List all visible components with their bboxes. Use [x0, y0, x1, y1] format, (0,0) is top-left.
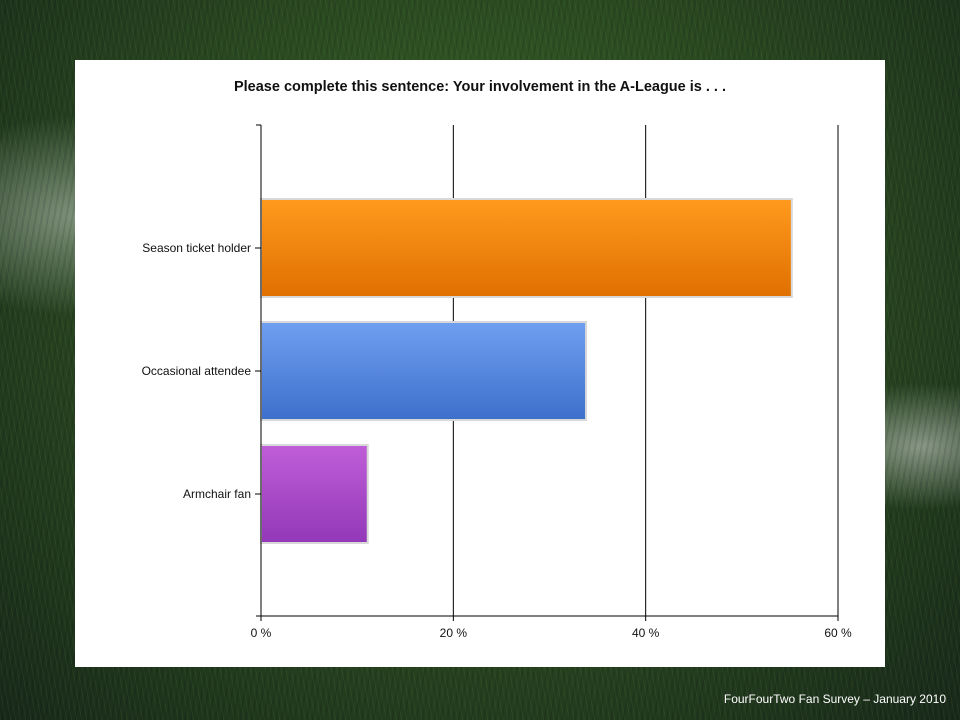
chart-title-text: Please complete this sentence: Your invo… [233, 79, 727, 95]
x-tick-label: 20 % [440, 626, 468, 640]
bar-occasional-attendee [260, 321, 588, 421]
bar-season-ticket-holder [260, 198, 793, 298]
x-tick-label: 0 % [251, 626, 272, 640]
labels: 0 % 20 % 40 % 60 % Season ticket holder Occas… [142, 241, 852, 640]
bar-armchair-fan [260, 444, 369, 544]
axes [255, 124, 839, 621]
category-label: Season ticket holder [142, 241, 251, 255]
bars [260, 198, 793, 544]
category-label: Occasional attendee [142, 364, 252, 378]
chart-title: Please complete this sentence: Your invo… [0, 79, 960, 95]
x-tick-label: 60 % [824, 626, 852, 640]
category-label: Armchair fan [183, 487, 251, 501]
footer-caption: FourFourTwo Fan Survey – January 2010 [723, 692, 946, 706]
x-tick-label: 40 % [632, 626, 660, 640]
